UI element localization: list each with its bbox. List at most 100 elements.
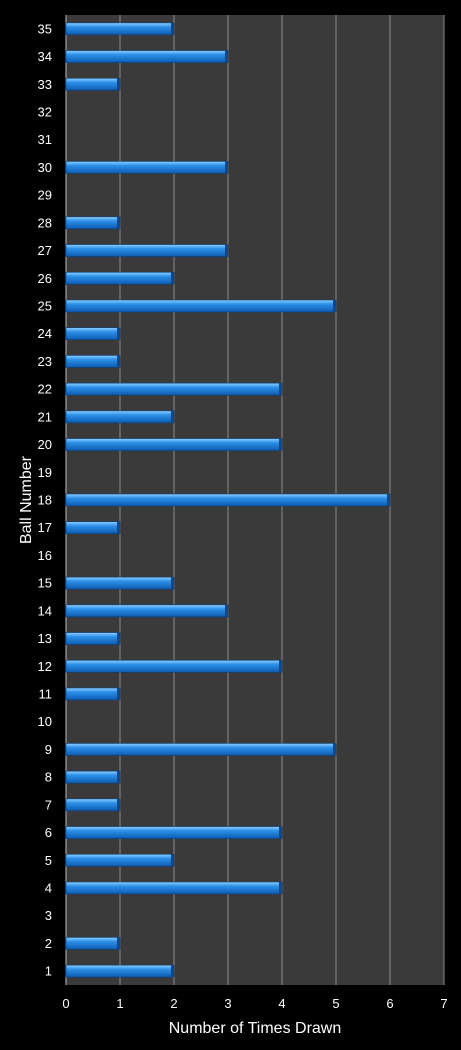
bar-cap-33 (117, 78, 120, 91)
bar-cap-15 (171, 577, 174, 590)
bar-body-8 (65, 770, 121, 784)
y-tick-13: 13 (38, 631, 52, 646)
bar-body-24 (65, 327, 121, 341)
bars (65, 22, 391, 978)
bar-21 (65, 410, 175, 424)
x-tick-0: 0 (62, 996, 69, 1011)
bar-cap-34 (225, 50, 228, 63)
y-tick-16: 16 (38, 548, 52, 563)
y-tick-17: 17 (38, 520, 52, 535)
y-tick-7: 7 (45, 797, 52, 812)
bar-body-33 (65, 77, 121, 91)
y-tick-labels: 1234567891011121314151617181920212223242… (38, 21, 52, 978)
y-tick-24: 24 (38, 326, 52, 341)
y-tick-27: 27 (38, 243, 52, 258)
y-tick-30: 30 (38, 160, 52, 175)
bar-body-34 (65, 50, 229, 63)
bar-18 (65, 493, 391, 507)
bar-cap-26 (171, 272, 174, 285)
y-tick-4: 4 (45, 881, 52, 896)
bar-body-15 (65, 576, 175, 590)
bar-7 (65, 798, 121, 812)
bar-body-26 (65, 271, 175, 285)
x-tick-2: 2 (170, 996, 177, 1011)
y-tick-20: 20 (38, 437, 52, 452)
bar-body-7 (65, 798, 121, 812)
bar-cap-23 (117, 355, 120, 368)
bar-body-23 (65, 355, 121, 368)
y-tick-29: 29 (38, 188, 52, 203)
x-tick-1: 1 (116, 996, 123, 1011)
bar-body-30 (65, 161, 229, 174)
bar-4 (65, 881, 283, 895)
bar-cap-21 (171, 410, 174, 423)
bar-body-22 (65, 382, 283, 396)
bar-34 (65, 50, 229, 63)
bar-1 (65, 964, 175, 978)
bar-17 (65, 521, 121, 535)
bar-20 (65, 438, 283, 451)
bar-body-14 (65, 604, 229, 618)
bar-body-6 (65, 826, 283, 839)
bar-26 (65, 271, 175, 285)
y-tick-23: 23 (38, 354, 52, 369)
bar-cap-12 (279, 660, 282, 673)
bar-15 (65, 576, 175, 590)
bar-cap-17 (117, 521, 120, 534)
bar-23 (65, 355, 121, 368)
bar-body-18 (65, 493, 391, 507)
bar-body-9 (65, 743, 337, 756)
y-tick-15: 15 (38, 576, 52, 591)
bar-body-2 (65, 937, 121, 950)
bar-body-1 (65, 964, 175, 978)
y-tick-32: 32 (38, 105, 52, 120)
y-tick-14: 14 (38, 603, 52, 618)
x-tick-3: 3 (224, 996, 231, 1011)
bar-cap-13 (117, 632, 120, 645)
bar-5 (65, 853, 175, 867)
y-tick-31: 31 (38, 132, 52, 147)
bar-cap-5 (171, 854, 174, 867)
y-tick-22: 22 (38, 382, 52, 397)
y-tick-12: 12 (38, 659, 52, 674)
bar-body-28 (65, 216, 121, 230)
bar-cap-2 (117, 937, 120, 950)
bar-body-11 (65, 687, 121, 701)
bar-cap-30 (225, 161, 228, 174)
bar-cap-11 (117, 688, 120, 700)
bar-25 (65, 299, 337, 313)
bar-cap-14 (225, 604, 228, 617)
bar-cap-7 (117, 798, 120, 811)
x-tick-5: 5 (332, 996, 339, 1011)
y-tick-6: 6 (45, 825, 52, 840)
y-tick-9: 9 (45, 742, 52, 757)
bar-body-12 (65, 659, 283, 673)
bar-cap-24 (117, 327, 120, 340)
y-tick-28: 28 (38, 215, 52, 230)
bar-14 (65, 604, 229, 618)
bar-22 (65, 382, 283, 396)
bar-28 (65, 216, 121, 230)
bar-body-20 (65, 438, 283, 451)
bar-cap-4 (279, 882, 282, 894)
bar-body-21 (65, 410, 175, 424)
bar-11 (65, 687, 121, 701)
bar-cap-8 (117, 771, 120, 784)
y-tick-11: 11 (39, 687, 53, 702)
bar-6 (65, 826, 283, 839)
bar-13 (65, 632, 121, 645)
y-tick-2: 2 (45, 936, 52, 951)
bar-30 (65, 161, 229, 174)
y-tick-35: 35 (38, 21, 52, 36)
y-tick-33: 33 (38, 77, 52, 92)
bar-33 (65, 77, 121, 91)
bar-body-25 (65, 299, 337, 313)
y-tick-8: 8 (45, 770, 52, 785)
x-tick-labels: 0 1 2 3 4 5 6 7 (62, 996, 447, 1011)
y-tick-1: 1 (45, 964, 52, 979)
y-tick-19: 19 (38, 465, 52, 480)
bar-cap-6 (279, 826, 282, 839)
bar-cap-20 (279, 438, 282, 451)
y-axis-title: Ball Number (18, 455, 35, 544)
